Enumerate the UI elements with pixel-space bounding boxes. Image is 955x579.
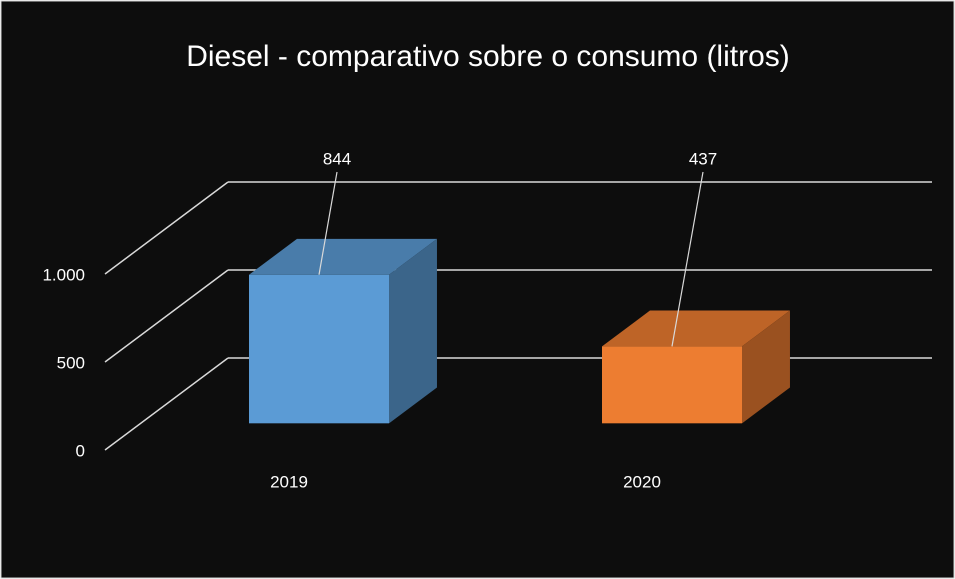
- y-tick-label: 1.000: [42, 265, 85, 284]
- label-leader: [671, 171, 704, 347]
- y-tick-label: 500: [57, 353, 85, 372]
- label-leader: [318, 171, 338, 275]
- bar-side: [389, 238, 437, 424]
- data-label: 437: [689, 149, 717, 168]
- y-tick-label: 0: [76, 441, 85, 460]
- grid-line: [104, 357, 229, 451]
- bar-top: [602, 310, 790, 347]
- x-tick-label: 2020: [623, 472, 661, 491]
- chart-title: Diesel - comparativo sobre o consumo (li…: [186, 40, 790, 73]
- bar: [602, 346, 742, 424]
- bar-top: [249, 238, 437, 275]
- x-tick-label: 2019: [270, 472, 308, 491]
- grid-line: [104, 181, 229, 275]
- bar-side: [742, 310, 790, 424]
- data-label: 844: [323, 149, 351, 168]
- grid-line: [104, 269, 229, 363]
- bar: [249, 274, 389, 424]
